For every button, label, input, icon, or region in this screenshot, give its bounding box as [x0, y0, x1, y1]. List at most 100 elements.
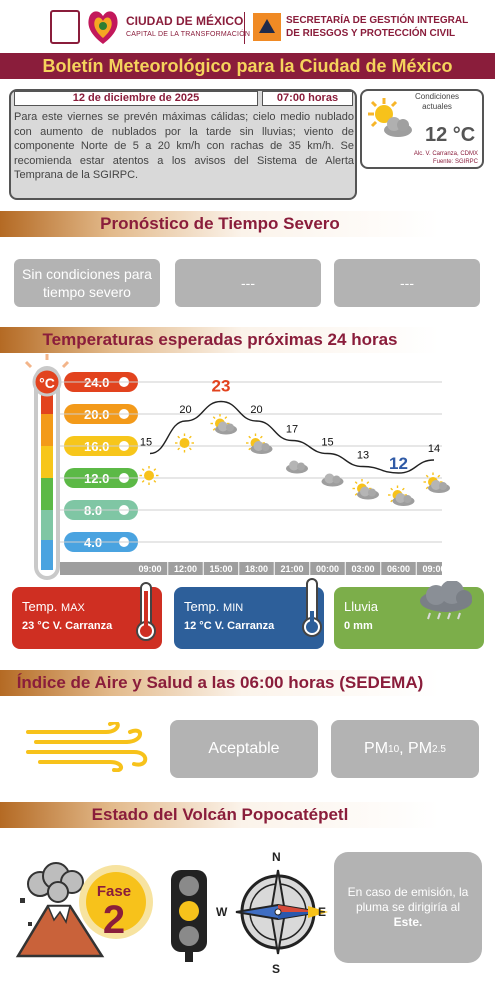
- rain-cloud-icon: [420, 581, 472, 620]
- cloudy-icon: [321, 473, 344, 487]
- cloud-shape: [253, 441, 264, 451]
- time-tick-label: 12:00: [174, 564, 197, 574]
- severe-box-2: ---: [175, 259, 321, 307]
- cloud-shape: [324, 473, 335, 484]
- sun-ray: [188, 447, 192, 451]
- pollutant-separator: , PM: [399, 740, 433, 757]
- partly-cloudy-icon: [423, 472, 450, 493]
- cloud-shape: [289, 460, 299, 471]
- air-quality-banner: Índice de Aire y Salud a las 06:00 horas…: [0, 670, 440, 696]
- max-temp-card: Temp. MAX 23 °C V. Carranza: [12, 582, 162, 649]
- partly-cloudy-icon: [352, 479, 379, 500]
- time-tick-label: 00:00: [316, 564, 339, 574]
- sgirpc-triangle-icon: [259, 19, 275, 33]
- cloud-shape: [332, 475, 341, 484]
- celsius-label: °C: [39, 375, 55, 391]
- cloud-shape: [403, 495, 412, 503]
- volcano-banner: Estado del Volcán Popocatépetl: [0, 802, 440, 828]
- cold-thermometer-icon: [302, 578, 322, 637]
- sun-ray: [188, 435, 192, 439]
- compass-east: E: [318, 905, 327, 919]
- sun-ray: [153, 479, 157, 483]
- bulletin-box: [9, 89, 357, 200]
- cdmx-subtitle: CAPITAL DE LA TRANSFORMACIÓN: [126, 31, 251, 38]
- emission-text-pre: En caso de emisión, la pluma se dirigirí…: [347, 885, 469, 914]
- min-temp-label-word: Temp.: [184, 599, 220, 614]
- bulletin-text: Para este viernes se prevén máximas cáli…: [14, 111, 354, 181]
- temp-value-label: 17: [286, 424, 298, 436]
- sun-ray: [177, 447, 181, 451]
- partly-cloudy-icon: [246, 433, 273, 454]
- sun-ray: [259, 435, 263, 439]
- sun-ray: [141, 479, 145, 483]
- sun-ray: [248, 447, 252, 451]
- partly-cloudy-icon: [388, 485, 415, 506]
- sunny-icon: [139, 466, 159, 485]
- compass-icon: [235, 869, 328, 955]
- rain-card: Lluvia 0 mm: [334, 581, 484, 649]
- current-conditions-box: [360, 89, 484, 169]
- current-location: Alc. V. Carranza, CDMX Fuente: SGIRPC: [400, 150, 478, 166]
- agency-line1: SECRETARÍA DE GESTIÓN INTEGRAL: [286, 15, 469, 26]
- cdmx-heart-logo: [88, 11, 118, 44]
- min-temp-card: Temp. MIN 12 °C V. Carranza: [174, 578, 324, 649]
- cloud-shape: [368, 488, 376, 497]
- pollutant-pm10-sub: 10: [388, 743, 400, 755]
- cloud-shape: [261, 443, 270, 451]
- severe-box-1: Sin condiciones para tiempo severo: [14, 259, 160, 307]
- emission-text: En caso de emisión, la pluma se dirigirí…: [342, 885, 474, 930]
- min-temp-label: 12: [389, 454, 408, 473]
- rain-label: Lluvia: [344, 599, 378, 614]
- time-axis-bar: [60, 562, 442, 575]
- phase-label: Fase: [96, 883, 132, 900]
- traffic-light-icon: [171, 870, 207, 962]
- compass-west: W: [216, 905, 228, 919]
- emission-direction-box: En caso de emisión, la pluma se dirigirí…: [334, 852, 482, 963]
- time-tick-label: 09:00: [138, 564, 161, 574]
- cloud-shape: [439, 482, 447, 490]
- temps-banner: Temperaturas esperadas próximas 24 horas: [0, 327, 440, 353]
- pollutant-pm25-sub: 2.5: [432, 743, 446, 755]
- phase-number: 2: [102, 898, 126, 942]
- agency-line2: DE RIESGOS Y PROTECCIÓN CIVIL: [286, 28, 456, 39]
- phase-badge: [79, 865, 153, 939]
- compass-south: S: [272, 962, 281, 976]
- wind-icon: [26, 722, 148, 772]
- thermometer-icon: [24, 354, 70, 580]
- temp-value-label: 20: [250, 404, 262, 416]
- sun-ray: [141, 468, 145, 472]
- compass-north: N: [272, 850, 281, 864]
- rain-value: 0 mm: [344, 620, 373, 632]
- sun-ray: [212, 416, 216, 420]
- max-temp-label-small: MAX: [61, 602, 85, 614]
- sun-ray: [401, 487, 405, 491]
- sun-ray: [425, 474, 429, 478]
- temp-value-label: 14: [428, 443, 440, 455]
- max-temp-value: 23 °C V. Carranza: [22, 620, 113, 632]
- time-tick-label: 18:00: [245, 564, 268, 574]
- time-tick-label: 09:00: [422, 564, 445, 574]
- sun-shape: [179, 438, 190, 448]
- temp-value-label: 13: [357, 450, 369, 462]
- bulletin-date: 12 de diciembre de 2025: [14, 91, 258, 106]
- bulletin-time: 07:00 horas: [262, 91, 353, 106]
- min-temp-value: 12 °C V. Carranza: [184, 620, 275, 632]
- cloudy-icon: [286, 460, 308, 474]
- sun-shape: [144, 470, 154, 481]
- max-temp-label-word: Temp.: [22, 599, 58, 614]
- sun-ray: [153, 468, 157, 472]
- partly-cloudy-icon: [210, 414, 237, 435]
- cdmx-title: CIUDAD DE MÉXICO: [126, 14, 244, 28]
- cloud-shape: [226, 423, 234, 432]
- temp-value-label: 15: [140, 437, 152, 449]
- air-status-box: Aceptable: [170, 720, 318, 778]
- current-location-name: Alc. V. Carranza, CDMX: [413, 151, 478, 157]
- temp-value-label: 20: [179, 404, 191, 416]
- sun-ray: [425, 486, 429, 490]
- sun-ray: [354, 481, 358, 485]
- time-tick-label: 21:00: [280, 564, 303, 574]
- page-title: Boletín Meteorológico para la Ciudad de …: [0, 53, 495, 79]
- cloud-shape: [360, 486, 370, 497]
- time-tick-label: 03:00: [351, 564, 374, 574]
- sun-cloud-icon: [368, 98, 412, 137]
